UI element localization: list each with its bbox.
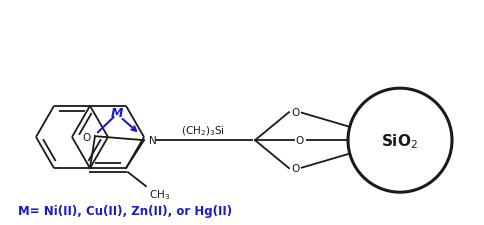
Text: O: O [291,163,299,173]
Text: (CH$_2$)$_3$Si: (CH$_2$)$_3$Si [181,124,225,137]
Text: N: N [149,136,157,146]
Text: O: O [296,136,304,146]
Text: CH$_3$: CH$_3$ [150,187,170,201]
Text: M: M [110,106,123,119]
Text: M= Ni(II), Cu(II), Zn(II), or Hg(II): M= Ni(II), Cu(II), Zn(II), or Hg(II) [18,205,232,218]
Text: O: O [82,133,90,143]
Text: O: O [291,108,299,118]
Circle shape [348,89,452,192]
Text: SiO$_2$: SiO$_2$ [381,131,419,150]
